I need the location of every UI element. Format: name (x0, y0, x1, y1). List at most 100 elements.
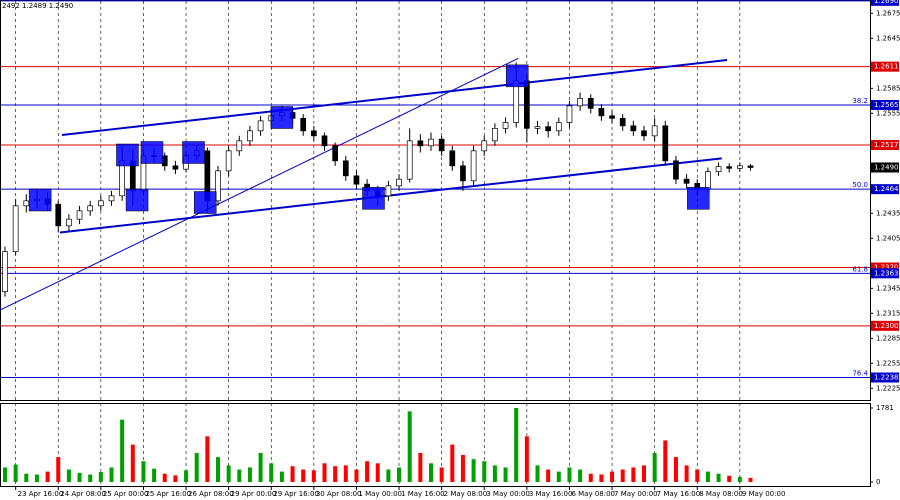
candle-body (630, 125, 637, 132)
candle-body (417, 140, 424, 147)
volume-bar (503, 467, 508, 482)
header-text: 2492 1.2489 1.2490 (2, 2, 73, 10)
current-price-box (871, 162, 899, 173)
candle-body (2, 251, 8, 293)
x-tick-label: 8 May 08:00 (699, 490, 743, 498)
trendline (0, 57, 519, 311)
volume-bar (482, 461, 487, 482)
candle-body (332, 145, 338, 162)
volume-bar (684, 465, 689, 482)
volume-bar (173, 475, 178, 482)
volume-bar (727, 475, 732, 482)
volume-bar (216, 457, 220, 482)
volume-bar (673, 457, 678, 482)
candle-body (470, 150, 477, 182)
volume-bar (716, 473, 721, 482)
x-tick-label: 7 May 16:00 (657, 490, 701, 498)
volume-bar (237, 469, 242, 482)
candle-body (651, 125, 658, 137)
candle-body (311, 130, 317, 137)
fib-label: 61.8 (852, 265, 868, 273)
candle-body (449, 150, 456, 167)
marker-box (140, 141, 164, 164)
marker-box (116, 143, 139, 167)
y-tick-label: 1.2225 (876, 384, 900, 392)
volume-bar (556, 471, 561, 482)
volume-tick-label: 1781 (876, 404, 894, 412)
volume-bar (610, 471, 615, 482)
candle-body (534, 126, 541, 129)
x-tick-label: 29 Apr 16:00 (273, 490, 319, 498)
candle-body (523, 80, 530, 129)
candle-body (108, 195, 115, 202)
candle-body (300, 117, 307, 132)
volume-tick-label: 0 (876, 478, 880, 486)
volume-bar (546, 469, 551, 482)
volume-bar (66, 469, 71, 482)
volume-bar (205, 436, 210, 482)
level-label: 1.2517 (874, 141, 899, 149)
x-tick-label: 25 Apr 16:00 (145, 490, 191, 498)
level-label-box (871, 61, 899, 72)
volume-bar (418, 452, 423, 482)
x-tick-label: 6 May 08:00 (571, 490, 615, 498)
volume-bar (279, 471, 284, 482)
current-price-label: 1.2490 (874, 164, 899, 172)
volume-bar (194, 452, 199, 482)
volume-bar (333, 466, 338, 482)
volume-bar (652, 452, 657, 482)
candle-body (396, 178, 402, 187)
volume-bar (705, 471, 710, 482)
level-label: 1.2370 (874, 264, 899, 272)
level-label: 1.2363 (874, 269, 899, 277)
candle-body (545, 126, 552, 132)
x-tick-label: 23 Apr 16:00 (18, 490, 64, 498)
volume-bar (397, 467, 402, 482)
x-tick-label: 29 Apr 00:00 (231, 490, 277, 498)
x-tick-label: 1 May 00:00 (358, 490, 402, 498)
marker-box (28, 188, 52, 212)
volume-bar (450, 444, 455, 482)
volume-bar (77, 472, 82, 482)
y-tick-label: 1.2255 (876, 359, 900, 367)
level-label-box (871, 320, 899, 331)
fib-label: 50.0 (852, 181, 868, 189)
marker-box (506, 64, 529, 88)
volume-bar (290, 466, 295, 482)
volume-bar (141, 461, 146, 482)
level-label: 1.2690 (874, 0, 899, 5)
y-tick-label: 1.2315 (876, 309, 900, 317)
y-tick-label: 1.2675 (876, 9, 900, 17)
volume-bar (258, 452, 263, 482)
candle-body (715, 166, 722, 173)
x-tick-label: 9 May 00:00 (742, 490, 786, 498)
volume-pane (0, 403, 871, 487)
volume-bar (120, 419, 125, 482)
volume-bar (322, 463, 327, 482)
volume-bar (748, 477, 753, 482)
candle-body (342, 160, 349, 177)
x-tick-label: 26 Apr 08:00 (188, 490, 234, 498)
volume-bar (130, 444, 135, 482)
volume-bar (663, 440, 668, 482)
level-label: 1.2300 (874, 322, 899, 330)
volume-bar (567, 467, 572, 482)
x-tick-label: 24 Apr 08:00 (60, 490, 106, 498)
fib-label: 23.6 (852, 0, 868, 1)
volume-bar (460, 454, 465, 482)
candle-body (321, 135, 328, 147)
level-label-box (871, 372, 899, 383)
candle-body (406, 140, 413, 180)
volume-bar (375, 463, 380, 482)
volume-bar (301, 469, 306, 482)
volume-bar (24, 473, 29, 482)
candle-body (225, 150, 232, 172)
candle-body (726, 166, 733, 169)
candle-body (12, 205, 19, 253)
y-tick-label: 1.2285 (876, 334, 900, 342)
candle-body (705, 171, 711, 190)
candle-body (172, 165, 179, 170)
volume-bar (34, 474, 39, 482)
level-label: 1.2611 (874, 63, 899, 71)
